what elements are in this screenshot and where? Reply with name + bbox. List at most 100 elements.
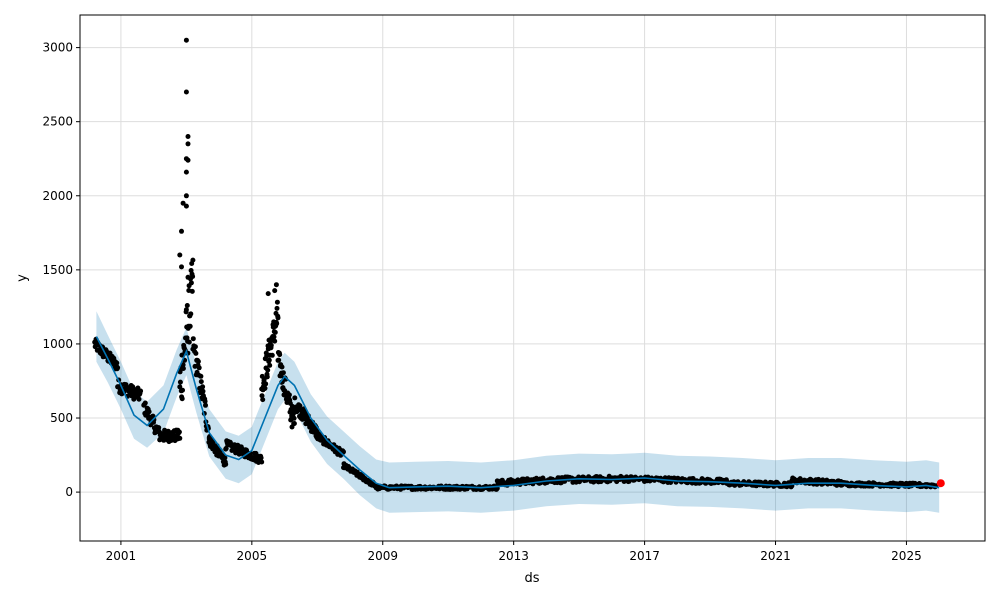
observed-point xyxy=(138,388,144,394)
observed-point xyxy=(259,393,265,399)
y-tick-label: 2500 xyxy=(42,115,73,129)
observed-point xyxy=(189,288,195,294)
forecast-line xyxy=(95,336,940,489)
observed-point xyxy=(146,409,152,415)
observed-point xyxy=(180,366,186,371)
observed-point xyxy=(187,323,193,329)
observed-point xyxy=(179,228,184,234)
uncertainty-interval-band xyxy=(96,311,940,513)
observed-point xyxy=(179,264,184,270)
observed-point xyxy=(183,169,189,175)
x-tick-label: 2017 xyxy=(629,549,660,563)
x-tick-label: 2005 xyxy=(237,549,268,563)
observed-point xyxy=(180,387,185,393)
observed-point xyxy=(291,415,297,421)
observed-point xyxy=(271,334,277,340)
x-tick-label: 2013 xyxy=(498,549,529,563)
observed-point xyxy=(292,395,298,401)
x-axis-label: ds xyxy=(524,571,539,586)
observed-point xyxy=(274,305,280,311)
observed-point xyxy=(195,359,201,364)
observed-point xyxy=(280,370,286,376)
observed-point xyxy=(136,396,142,402)
observed-point xyxy=(269,352,275,358)
observed-point xyxy=(202,398,208,404)
observed-point xyxy=(183,37,189,43)
observed-point xyxy=(297,403,303,409)
observed-point xyxy=(184,303,190,308)
observed-point xyxy=(286,392,292,398)
observed-point xyxy=(114,360,120,366)
y-tick-label: 1000 xyxy=(42,337,73,351)
observed-point xyxy=(265,367,271,373)
x-tick-label: 2025 xyxy=(891,549,922,563)
x-tick-label: 2001 xyxy=(106,549,137,563)
observed-point xyxy=(264,374,270,380)
observed-point xyxy=(272,329,278,335)
observed-point xyxy=(193,350,199,356)
observed-point xyxy=(267,362,273,368)
observed-point xyxy=(156,425,162,431)
observed-point xyxy=(274,321,280,326)
observed-point xyxy=(176,429,182,435)
observed-point xyxy=(177,379,183,385)
observed-point xyxy=(177,435,183,441)
y-axis-ticks: 0 500 1000 1500 2000 2500 3000 xyxy=(42,41,80,499)
observed-point xyxy=(185,157,191,163)
observed-point xyxy=(186,339,192,345)
observed-point xyxy=(142,400,148,406)
y-tick-label: 3000 xyxy=(42,41,73,55)
observed-point xyxy=(185,274,191,280)
y-tick-label: 1500 xyxy=(42,263,73,277)
observed-point xyxy=(180,200,186,206)
observed-point xyxy=(263,381,269,387)
observed-point xyxy=(268,342,274,348)
observed-point xyxy=(188,311,194,317)
observed-point xyxy=(266,357,272,363)
observed-point xyxy=(265,291,271,297)
observed-point xyxy=(276,357,282,363)
observed-point xyxy=(183,193,189,199)
grid-lines xyxy=(80,15,985,541)
observed-point xyxy=(291,421,297,426)
observed-point xyxy=(185,134,191,139)
observed-point xyxy=(115,365,121,371)
observed-point xyxy=(277,352,283,358)
observed-point xyxy=(190,274,196,279)
observed-point xyxy=(274,299,280,305)
y-tick-label: 2000 xyxy=(42,189,73,203)
y-tick-label: 0 xyxy=(65,485,73,499)
observed-point xyxy=(183,89,189,95)
highlighted-point xyxy=(936,479,945,488)
observed-point xyxy=(311,429,316,435)
observed-point xyxy=(183,307,189,313)
observed-point xyxy=(200,384,206,390)
observed-point xyxy=(179,396,185,402)
observed-point xyxy=(260,397,266,403)
observed-point xyxy=(203,402,208,408)
observed-point xyxy=(198,379,204,385)
x-axis-ticks: 2001 2005 2009 2013 2017 2021 2025 xyxy=(106,541,922,563)
observed-point xyxy=(222,455,228,461)
x-tick-label: 2021 xyxy=(760,549,791,563)
plot-frame xyxy=(79,14,986,542)
observed-point xyxy=(259,459,265,465)
observed-point xyxy=(272,338,278,344)
observed-point xyxy=(258,455,264,461)
observed-point xyxy=(192,344,198,350)
observed-point xyxy=(196,365,202,371)
observed-point xyxy=(188,280,194,286)
observed-point xyxy=(279,364,285,370)
observed-point xyxy=(177,384,183,390)
observed-point xyxy=(275,315,281,321)
observed-point xyxy=(198,373,204,379)
observed-point xyxy=(262,385,268,391)
observed-point xyxy=(200,388,206,394)
observed-point xyxy=(185,141,191,147)
observed-point xyxy=(190,257,196,263)
observed-point xyxy=(273,282,279,288)
observed-point xyxy=(177,252,183,258)
observed-point xyxy=(223,461,229,467)
y-tick-label: 500 xyxy=(50,411,73,425)
